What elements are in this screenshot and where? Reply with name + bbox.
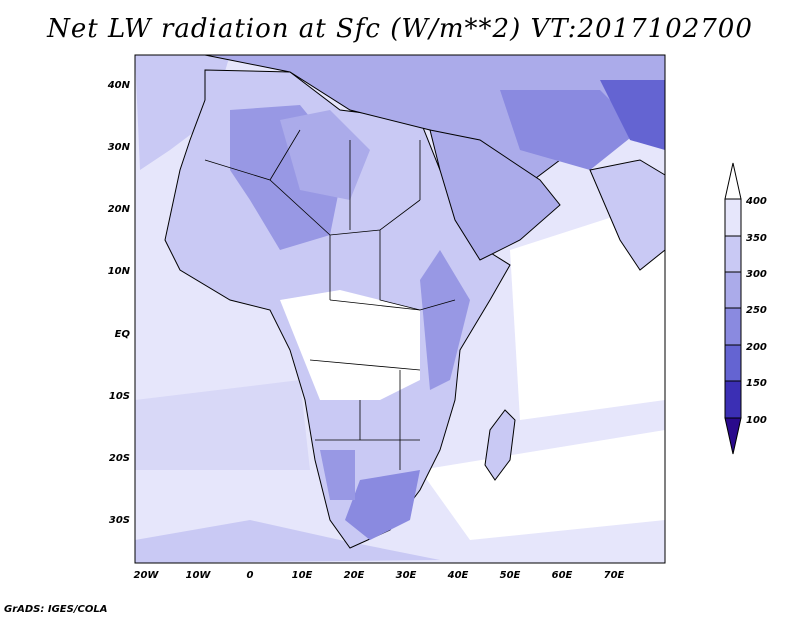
lon-label: 40E bbox=[447, 570, 469, 581]
lon-label: 10W bbox=[186, 570, 212, 581]
colorbar: 400 350 300 250 200 150 100 bbox=[724, 162, 767, 455]
shade-region bbox=[600, 80, 665, 150]
shade-region bbox=[510, 200, 665, 420]
shade-region bbox=[135, 380, 310, 470]
colorbar-arrow-top bbox=[724, 162, 742, 200]
colorbar-segment bbox=[724, 344, 742, 382]
lat-axis: 40N 30N 20N 10N EQ 10S 20S 30S bbox=[107, 80, 131, 526]
colorbar-segment bbox=[724, 271, 742, 309]
colorbar-label: 200 bbox=[746, 342, 767, 353]
lat-label: 10S bbox=[109, 391, 130, 402]
colorbar-arrow-bottom bbox=[724, 417, 742, 455]
lon-label: 70E bbox=[604, 570, 625, 581]
lat-label: 20N bbox=[108, 204, 131, 215]
chart-title: Net LW radiation at Sfc (W/m**2) VT:2017… bbox=[47, 14, 753, 44]
colorbar-label: 100 bbox=[746, 415, 767, 426]
colorbar-segment bbox=[724, 307, 742, 346]
colorbar-label: 250 bbox=[746, 305, 767, 316]
lon-label: 30E bbox=[396, 570, 417, 581]
shade-region bbox=[420, 430, 665, 540]
colorbar-segment bbox=[724, 198, 742, 237]
lon-axis: 20W 10W 0 10E 20E 30E 40E 50E 60E 70E bbox=[134, 570, 625, 581]
shade-region bbox=[320, 450, 355, 500]
lat-label: 40N bbox=[107, 80, 131, 91]
lat-label: 30S bbox=[109, 515, 130, 526]
lat-label: 30N bbox=[108, 142, 131, 153]
lon-label: 10E bbox=[292, 570, 313, 581]
colorbar-segment bbox=[724, 380, 742, 419]
shade-region bbox=[280, 110, 370, 200]
colorbar-label: 150 bbox=[746, 378, 767, 389]
lat-label: EQ bbox=[115, 329, 131, 340]
lon-label: 20W bbox=[134, 570, 160, 581]
lon-label: 0 bbox=[247, 570, 254, 581]
shade-region bbox=[420, 250, 470, 390]
colorbar-label: 300 bbox=[746, 269, 767, 280]
lon-label: 20E bbox=[344, 570, 365, 581]
lat-label: 10N bbox=[108, 266, 131, 277]
country-borders bbox=[204, 129, 456, 470]
landmass-arabia bbox=[429, 129, 561, 261]
colorbar-label: 400 bbox=[745, 196, 767, 207]
lon-label: 60E bbox=[552, 570, 573, 581]
colorbar-label: 350 bbox=[746, 233, 767, 244]
map-frame bbox=[134, 54, 666, 564]
landmass-madagascar bbox=[484, 409, 516, 481]
shade-region bbox=[500, 90, 640, 170]
shade-region bbox=[135, 520, 440, 563]
credit-text: GrADS: IGES/COLA bbox=[4, 604, 108, 615]
lon-label: 50E bbox=[500, 570, 521, 581]
lat-label: 20S bbox=[109, 453, 130, 464]
colorbar-segment bbox=[724, 235, 742, 273]
shade-region bbox=[280, 290, 420, 400]
shade-region bbox=[345, 470, 420, 540]
